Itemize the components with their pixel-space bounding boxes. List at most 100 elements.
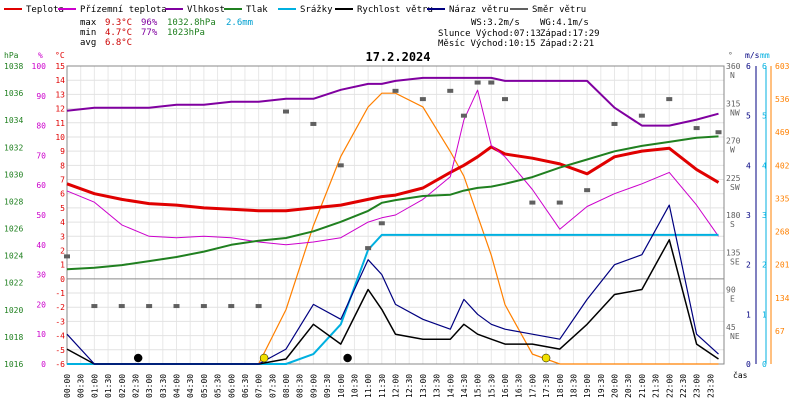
wind-dir-point-9 (310, 121, 317, 126)
tick-x-18: 09:00 (309, 374, 318, 398)
wind-dir-point-5 (200, 304, 207, 309)
tick-x-17: 08:30 (296, 374, 305, 398)
stat-press-max: 1032.8hPa (167, 18, 216, 28)
tick-dir-3: 180 (726, 211, 741, 220)
chart-legend: Teplota Přízemní teplota Vlhkost Tlak Srážky… (4, 5, 586, 15)
wind-speed-text: WS:3.2m/s (471, 18, 520, 28)
tick-x-2: 01:00 (90, 374, 99, 398)
stat-hum-min: 77% (141, 28, 158, 38)
tick-pct-8: 80 (36, 122, 46, 131)
legend-label-6: Rychlost větru (357, 5, 433, 15)
tick-pct-5: 50 (36, 211, 46, 220)
wind-dir-point-11 (365, 246, 372, 251)
series-line-7 (66, 204, 719, 365)
tick-deg-1: -5 (55, 346, 65, 355)
tick-dir-label-6: NW (730, 108, 740, 117)
tick-x-31: 15:30 (487, 374, 496, 398)
tick-x-6: 03:00 (145, 374, 154, 398)
tick-hpa-4: 1024 (4, 252, 23, 261)
tick-ms-3: 3 (746, 211, 751, 220)
tick-dir-label-7: N (730, 71, 735, 80)
tick-mm-1: 1 (762, 310, 767, 319)
tick-deg-5: -1 (55, 289, 65, 298)
tick-deg-9: 3 (60, 232, 65, 241)
tick-x-23: 11:30 (378, 374, 387, 398)
tick-x-7: 03:30 (159, 374, 168, 398)
tick-deg-6: 0 (60, 275, 65, 284)
tick-solar-6: 469 (775, 128, 790, 137)
axis-label-x: čas (733, 370, 748, 380)
wind-dir-point-15 (447, 88, 454, 93)
stat-label-min: min (80, 28, 96, 38)
tick-x-25: 12:30 (405, 374, 414, 398)
tick-x-35: 17:30 (542, 374, 551, 398)
tick-solar-1: 134 (775, 294, 790, 303)
tick-x-21: 10:30 (350, 374, 359, 398)
legend-label-3: Vlhkost (187, 5, 225, 15)
tick-hpa-7: 1030 (4, 170, 23, 179)
wind-dir-point-10 (337, 163, 344, 168)
tick-x-3: 01:30 (104, 374, 113, 398)
tick-deg-11: 5 (60, 204, 65, 213)
tick-deg-2: -4 (55, 332, 65, 341)
tick-pct-7: 70 (36, 151, 46, 160)
tick-dir-0: 45 (726, 323, 736, 332)
tick-hpa-0: 1016 (4, 360, 23, 369)
stat-press-min: 1023hPa (167, 28, 205, 38)
tick-pct-3: 30 (36, 271, 46, 280)
tick-x-34: 17:00 (528, 374, 537, 398)
tick-deg-0: -6 (55, 360, 65, 369)
wind-dir-point-22 (584, 188, 591, 193)
moon-set-text: Západ:2:21 (540, 39, 594, 49)
tick-x-26: 13:00 (419, 374, 428, 398)
tick-x-45: 22:30 (679, 374, 688, 398)
tick-x-19: 09:30 (323, 374, 332, 398)
tick-hpa-2: 1020 (4, 306, 23, 315)
tick-x-9: 04:30 (186, 374, 195, 398)
wind-dir-point-18 (488, 80, 495, 85)
tick-pct-10: 100 (32, 62, 47, 71)
tick-deg-8: 2 (60, 246, 65, 255)
tick-x-0: 00:00 (63, 374, 72, 398)
tick-x-12: 06:00 (227, 374, 236, 398)
wind-dir-point-2 (118, 304, 125, 309)
stat-label-avg: avg (80, 38, 96, 48)
tick-x-29: 14:30 (460, 374, 469, 398)
wind-dir-point-27 (715, 130, 722, 135)
tick-mm-5: 5 (762, 112, 767, 121)
tick-ms-1: 1 (746, 310, 751, 319)
tick-x-37: 18:30 (569, 374, 578, 398)
tick-hpa-6: 1028 (4, 197, 23, 206)
wind-dir-point-16 (460, 113, 467, 118)
legend-label-2: Přízemní teplota (80, 5, 167, 15)
legend-label-5: Srážky (300, 5, 333, 15)
tick-x-13: 06:30 (241, 374, 250, 398)
tick-x-46: 23:00 (693, 374, 702, 398)
tick-x-47: 23:30 (706, 374, 715, 398)
tick-deg-7: 1 (60, 261, 65, 270)
wind-dir-point-1 (91, 304, 98, 309)
legend-label-1: Teplota (26, 5, 64, 15)
tick-deg-19: 13 (55, 90, 65, 99)
tick-solar-3: 268 (775, 228, 790, 237)
wind-dir-point-3 (146, 304, 153, 309)
tick-mm-0: 0 (762, 360, 767, 369)
tick-dir-label-4: SW (730, 183, 740, 192)
tick-solar-5: 402 (775, 161, 790, 170)
tick-x-10: 05:00 (200, 374, 209, 398)
wind-dir-point-25 (666, 97, 673, 102)
tick-dir-label-5: W (730, 146, 735, 155)
tick-x-28: 14:00 (446, 374, 455, 398)
moon-rise-text: Měsíc Východ:10:15 (438, 39, 536, 49)
wind-dir-point-24 (638, 113, 645, 118)
tick-pct-4: 40 (36, 241, 46, 250)
wind-dir-point-7 (255, 304, 262, 309)
wind-dir-point-13 (392, 88, 399, 93)
tick-pct-9: 90 (36, 92, 46, 101)
stat-temp-min: 4.7°C (105, 28, 132, 38)
tick-deg-14: 8 (60, 161, 65, 170)
tick-ms-4: 4 (746, 161, 751, 170)
tick-dir-label-3: S (730, 220, 735, 229)
tick-solar-0: 67 (775, 327, 785, 336)
